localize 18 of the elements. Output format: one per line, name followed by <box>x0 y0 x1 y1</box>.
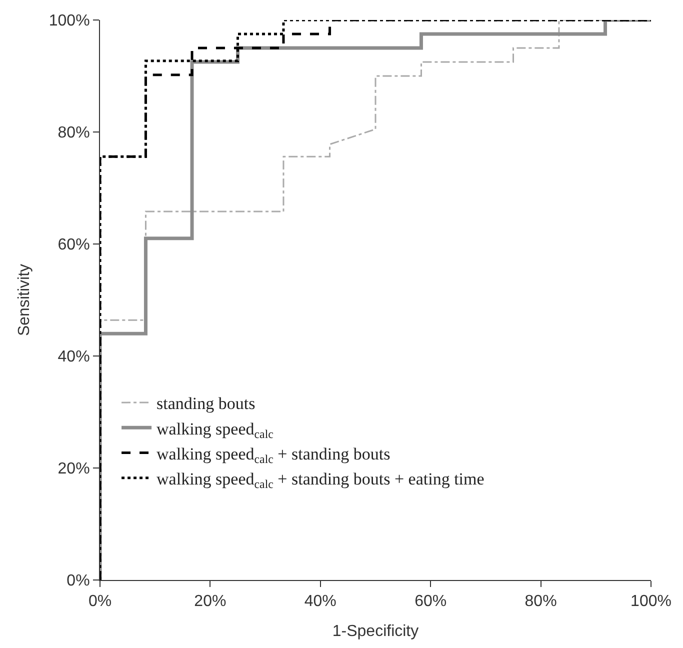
y-tick-label: 80% <box>58 124 90 142</box>
x-tick-label: 80% <box>524 593 557 610</box>
y-tick-label: 60% <box>58 236 90 254</box>
x-tick-label: 60% <box>414 593 447 610</box>
y-tick-label: 0% <box>66 572 90 590</box>
x-tick-label: 20% <box>194 593 226 610</box>
y-tick-label: 100% <box>48 12 90 30</box>
y-tick-label: 40% <box>58 348 90 366</box>
y-axis-title: Sensitivity <box>16 264 33 336</box>
x-tick-label: 100% <box>630 593 672 610</box>
x-axis-title: 1-Specificity <box>332 622 419 640</box>
y-tick-label: 20% <box>58 460 90 478</box>
legend-label: walking speed$_{calc}$ <box>156 419 274 441</box>
legend-label: walking speed$_{calc}$ + standing bouts <box>156 444 390 466</box>
x-tick-label: 0% <box>88 593 112 610</box>
legend-label: walking speed$_{calc}$ + standing bouts + eating time <box>156 469 484 492</box>
x-tick-label: 40% <box>304 593 336 610</box>
legend-label: standing bouts <box>156 394 256 414</box>
